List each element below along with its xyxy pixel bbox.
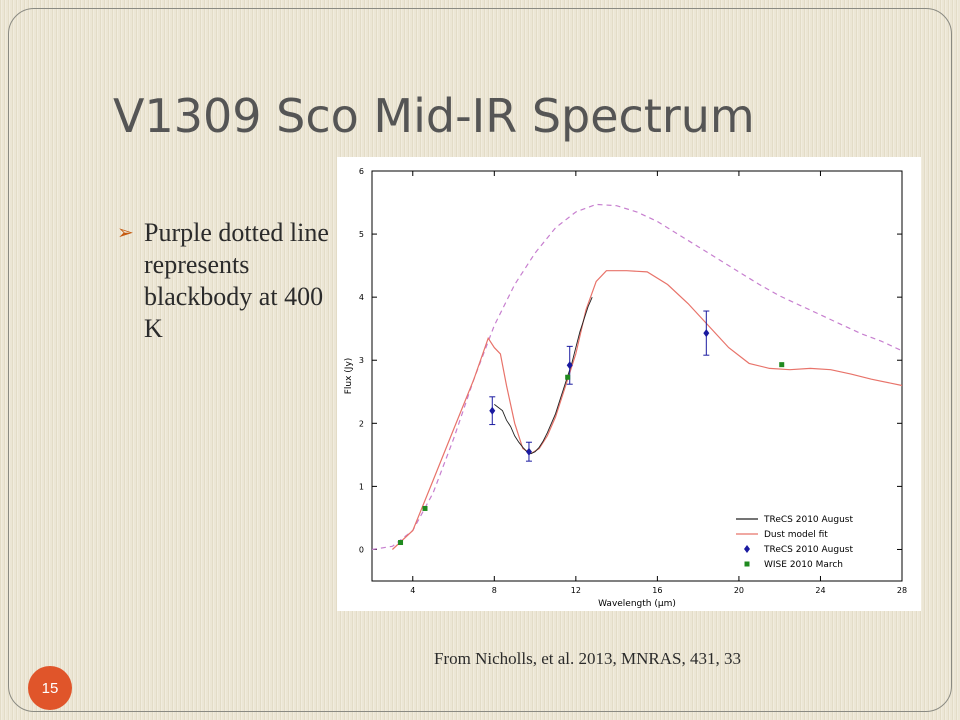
series-line-trecs-2010-august [494,297,593,455]
series-line-dust-model-fit [391,270,903,550]
legend-label: WISE 2010 March [764,560,843,570]
plot-frame [371,170,903,582]
trecs-point [703,329,710,338]
legend-label: TReCS 2010 August [763,545,853,555]
x-tick-label: 28 [897,586,907,595]
x-tick-label: 4 [410,586,415,595]
x-tick-label: 24 [815,586,825,595]
y-tick-label: 1 [359,482,364,491]
wise-point [398,540,404,546]
spectrum-chart: 4 8 12 16 20 24 28 0 1 2 3 4 5 6 Wavelength (μm) Flux (… [337,157,921,611]
x-tick-label: 20 [734,586,744,595]
series-line-blackbody-400-k [371,203,903,551]
y-tick-label: 2 [359,419,364,428]
arrow-bullet-icon: ➢ [117,222,134,244]
slide: V1309 Sco Mid-IR Spectrum ➢ Purple dotte… [8,8,952,712]
bullet-text: Purple dotted line represents blackbody … [144,218,329,343]
trecs-point [489,406,496,415]
wise-point [779,362,785,368]
legend-swatch [744,545,750,553]
legend-swatch [744,561,750,567]
trecs-point [566,361,573,370]
wise-point [565,374,571,380]
citation: From Nicholls, et al. 2013, MNRAS, 431, … [434,649,741,668]
y-tick-label: 6 [359,167,364,176]
y-tick-label: 5 [359,230,364,239]
y-tick-label: 4 [359,293,364,302]
wise-point [422,505,428,511]
slide-number-badge: 15 [28,666,72,710]
x-tick-label: 8 [492,586,497,595]
y-tick-label: 0 [359,545,364,554]
legend-label: Dust model fit [764,530,828,540]
x-axis-label: Wavelength (μm) [598,599,676,609]
slide-title: V1309 Sco Mid-IR Spectrum [113,89,755,143]
y-tick-label: 3 [359,356,364,365]
x-tick-label: 12 [571,586,581,595]
legend-label: TReCS 2010 August [763,515,853,525]
trecs-point [525,447,532,456]
x-tick-label: 16 [652,586,662,595]
y-axis-label: Flux (Jy) [344,358,354,395]
